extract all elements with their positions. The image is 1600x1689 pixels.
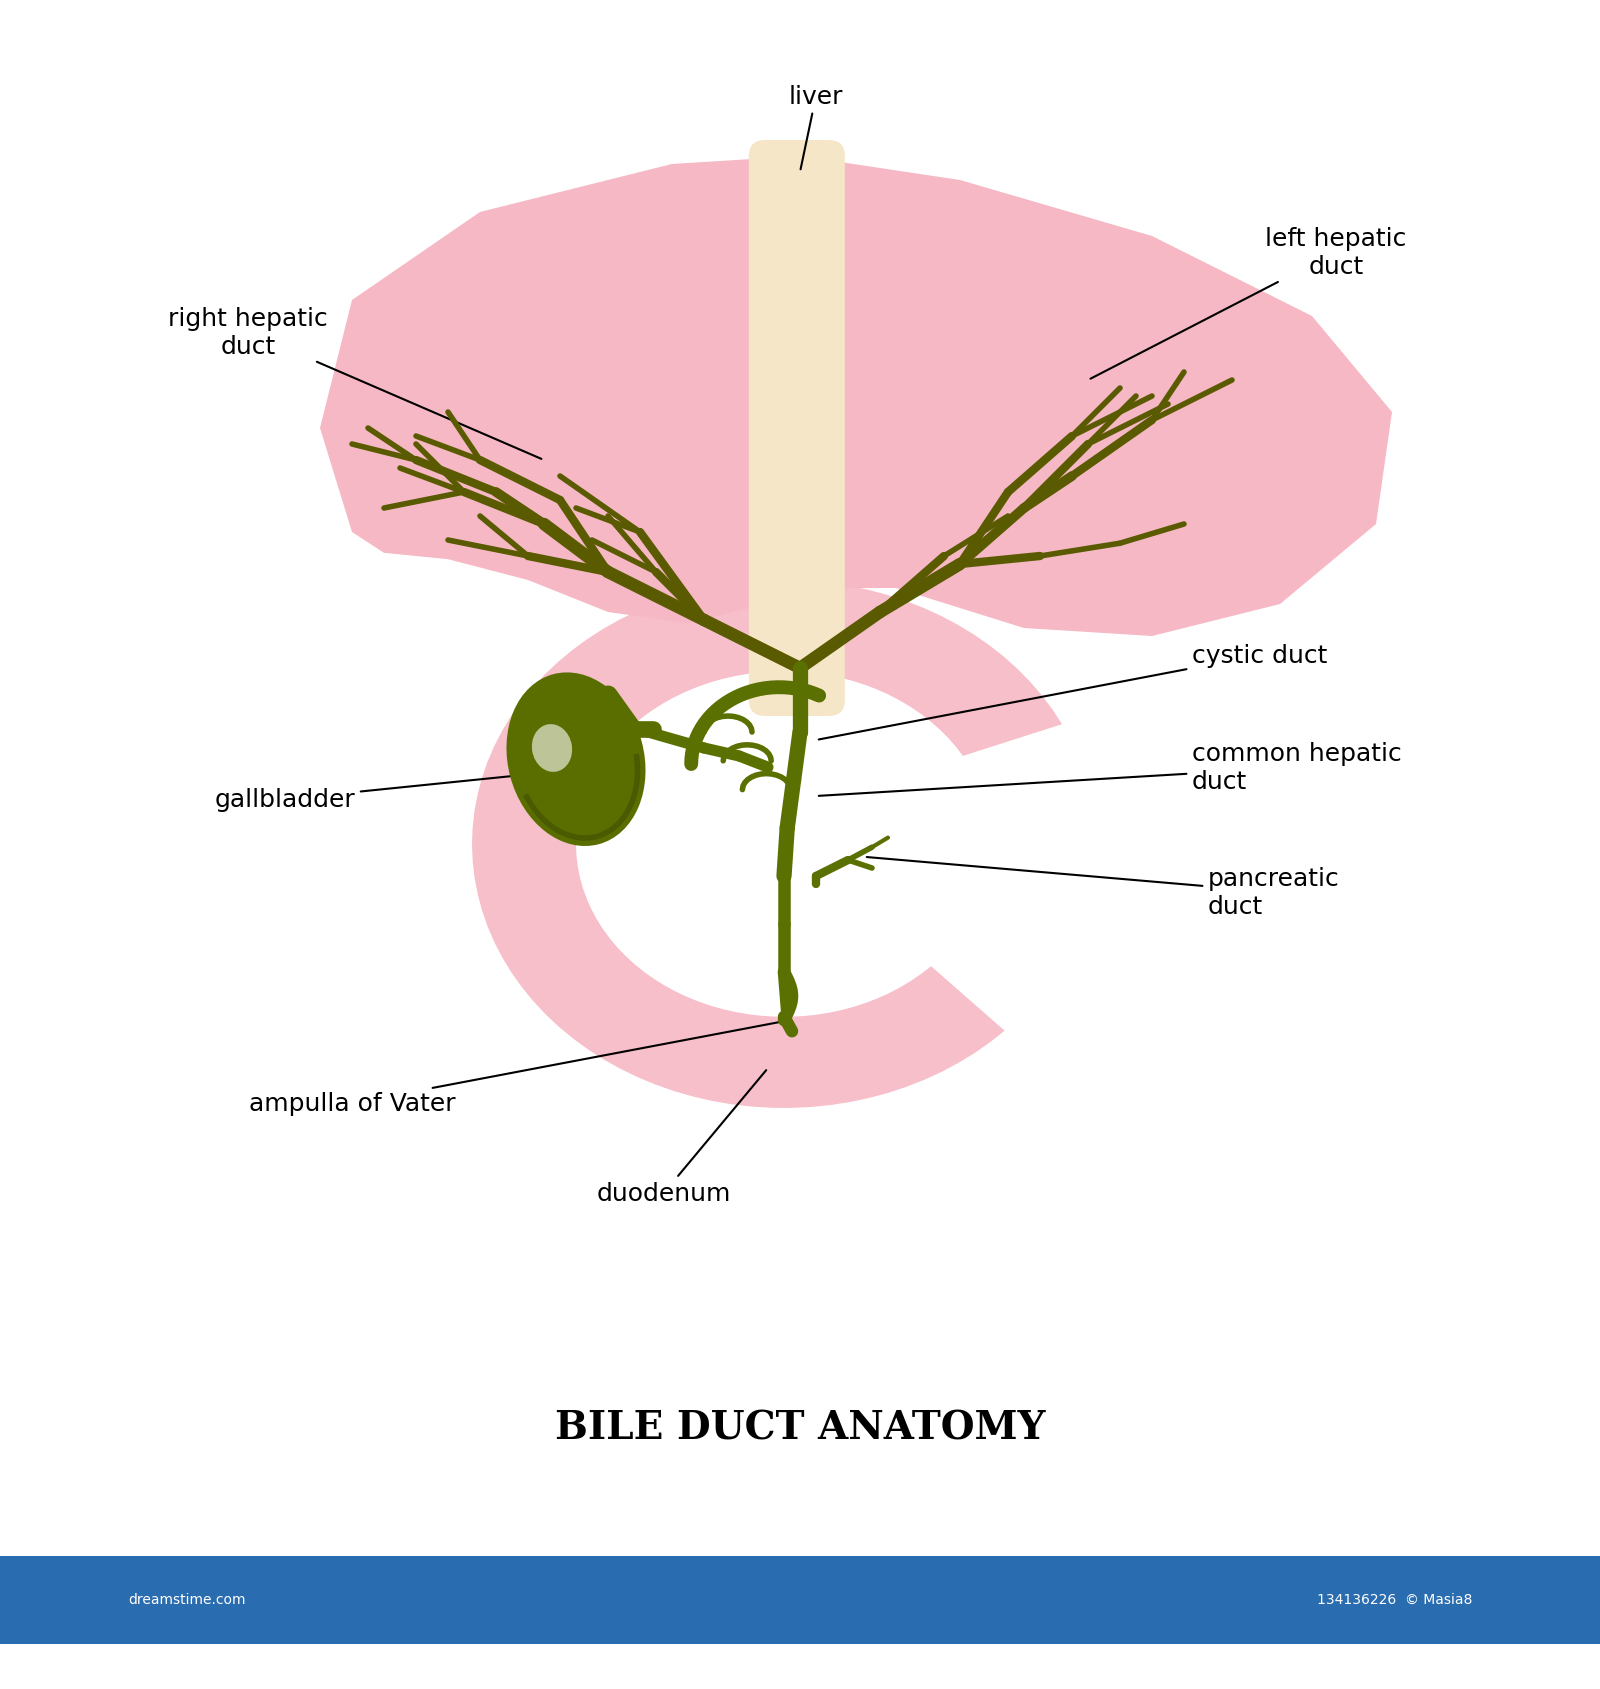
Text: common hepatic
duct: common hepatic duct [819,741,1402,796]
Text: liver: liver [789,84,843,171]
Text: dreamstime.com: dreamstime.com [128,1593,245,1606]
PathPatch shape [472,581,1062,1108]
Text: BILE DUCT ANATOMY: BILE DUCT ANATOMY [555,1409,1045,1447]
Text: left hepatic
duct: left hepatic duct [1091,226,1406,380]
Text: gallbladder: gallbladder [214,774,549,812]
FancyBboxPatch shape [749,140,845,716]
FancyBboxPatch shape [0,1556,1600,1643]
Text: pancreatic
duct: pancreatic duct [867,858,1339,919]
Text: duodenum: duodenum [597,1071,766,1204]
Ellipse shape [531,725,573,772]
Text: right hepatic
duct: right hepatic duct [168,307,541,459]
Text: 134136226  © Masia8: 134136226 © Masia8 [1317,1593,1472,1606]
Text: ampulla of Vater: ampulla of Vater [248,1020,787,1115]
PathPatch shape [320,157,1392,637]
Ellipse shape [507,672,645,846]
Text: cystic duct: cystic duct [819,644,1328,740]
